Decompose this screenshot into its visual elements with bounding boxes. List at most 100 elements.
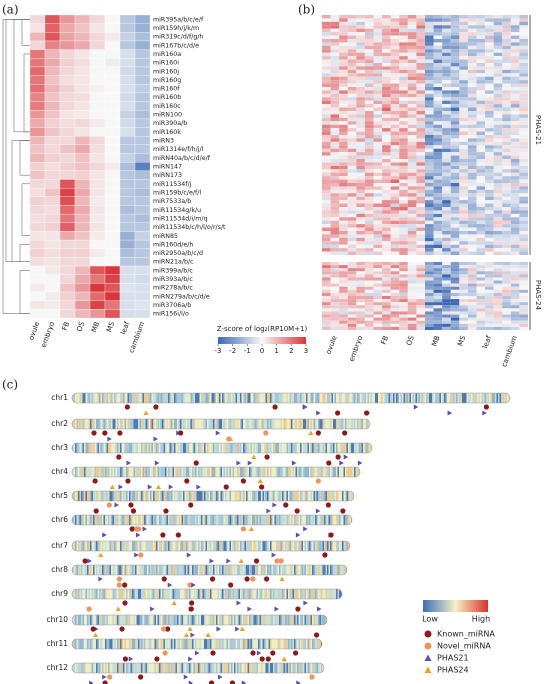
band [121, 589, 124, 599]
band [252, 565, 254, 575]
band [331, 419, 334, 429]
heatmap-cell [134, 179, 151, 189]
heatmap-texture [356, 66, 365, 70]
heatmap-texture [390, 87, 400, 91]
band [144, 491, 146, 501]
heatmap-texture [382, 308, 391, 312]
band [207, 541, 209, 551]
band [270, 419, 272, 429]
band [82, 419, 85, 429]
heatmap-texture [339, 244, 348, 249]
heatmap-texture [416, 234, 425, 238]
band [105, 515, 107, 525]
heatmap-texture [416, 124, 425, 129]
heatmap-texture [356, 52, 365, 57]
heatmap-texture [330, 237, 340, 242]
marker [125, 478, 131, 484]
heatmap-texture [356, 32, 365, 36]
band [165, 419, 167, 429]
band [144, 515, 146, 525]
heatmap-texture [502, 217, 511, 221]
heatmap-texture [467, 66, 477, 70]
band [321, 419, 323, 429]
heatmap-texture [347, 15, 357, 19]
band [225, 639, 227, 649]
band [256, 615, 259, 625]
heatmap-texture [407, 186, 417, 190]
band [99, 541, 101, 551]
heatmap-texture [364, 87, 374, 91]
heatmap-texture [390, 93, 400, 98]
band [219, 541, 221, 551]
heatmap-texture [502, 323, 511, 327]
heatmap-texture [390, 97, 400, 101]
band [292, 467, 295, 477]
band [87, 443, 89, 453]
heatmap-texture [493, 227, 503, 231]
heatmap-texture [339, 326, 348, 330]
heatmap-texture [347, 176, 357, 180]
band [75, 491, 77, 501]
band [207, 443, 209, 453]
marker [274, 606, 279, 612]
heatmap-texture [339, 49, 348, 53]
band [273, 393, 275, 403]
heatmap-texture [485, 308, 494, 312]
heatmap-texture [407, 141, 417, 146]
heatmap-texture [330, 289, 340, 293]
heatmap-texture [407, 241, 417, 245]
band [180, 393, 182, 403]
band [204, 565, 206, 575]
band [321, 639, 322, 649]
band [303, 467, 305, 477]
heatmap-texture [373, 165, 383, 170]
heatmap-cell [134, 274, 151, 284]
band [181, 443, 184, 453]
band [502, 393, 505, 403]
heatmap-cell [134, 187, 151, 197]
band [298, 541, 301, 551]
heatmap-texture [407, 326, 417, 330]
heatmap-texture [322, 189, 331, 194]
heatmap-texture [364, 179, 374, 183]
band [159, 419, 161, 429]
band [124, 467, 127, 477]
band [196, 565, 199, 575]
heatmap-cell [74, 274, 91, 284]
marker [291, 460, 297, 466]
heatmap-texture [433, 45, 443, 50]
heatmap-texture [364, 262, 374, 266]
band [136, 419, 139, 429]
heatmap-texture [407, 292, 417, 296]
heatmap-texture [425, 172, 434, 177]
band [213, 515, 215, 525]
heatmap-texture [502, 207, 511, 211]
band [306, 393, 308, 403]
chromosome-label: chr1 [51, 393, 68, 402]
heatmap-texture [364, 314, 374, 318]
band [153, 565, 155, 575]
heatmap-texture [356, 323, 365, 327]
heatmap-texture [485, 145, 494, 149]
heatmap-cell [104, 118, 121, 128]
colorbar-tick-label: 3 [304, 347, 308, 355]
band [160, 467, 163, 477]
band [244, 467, 247, 477]
heatmap-texture [485, 186, 494, 190]
band [130, 589, 133, 599]
heatmap-texture [450, 141, 460, 146]
heatmap-texture [416, 76, 425, 81]
heatmap-texture [493, 107, 503, 111]
heatmap-texture [450, 224, 460, 228]
band [141, 515, 143, 525]
band [171, 639, 173, 649]
heatmap-texture [330, 97, 340, 101]
band [277, 639, 280, 649]
heatmap-texture [425, 159, 434, 163]
heatmap-texture [399, 87, 408, 91]
band [283, 615, 286, 625]
heatmap-texture [399, 224, 408, 228]
heatmap-texture [373, 320, 383, 324]
heatmap-texture [485, 231, 494, 235]
heatmap-cell [134, 213, 151, 223]
